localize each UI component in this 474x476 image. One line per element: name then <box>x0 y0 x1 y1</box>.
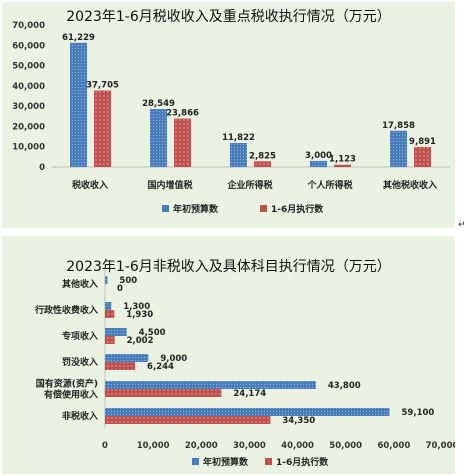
category-label: 非税收入 <box>62 410 98 422</box>
bar-budget <box>105 381 316 389</box>
nontax-revenue-chart-panel: 2023年1-6月非税收入及具体科目执行情况（万元） 500 0 其他收入 1,300… <box>2 236 455 474</box>
y-tick-label: 70,000 <box>12 21 45 31</box>
bar-budget <box>105 408 390 416</box>
data-label: 2,825 <box>249 151 276 161</box>
legend-swatch-budget <box>192 458 199 465</box>
legend-label-actual: 1-6月执行数 <box>276 456 329 468</box>
bar-actual <box>105 362 136 370</box>
bar-actual <box>105 336 115 344</box>
tax-revenue-chart-title: 2023年1-6月税收收入及重点税收执行情况（万元） <box>66 9 391 25</box>
bar-budget <box>105 276 108 284</box>
x-tick-label: 30,000 <box>233 441 266 451</box>
data-label: 6,244 <box>147 362 174 372</box>
bar-actual <box>105 389 222 397</box>
bar-actual <box>334 164 351 167</box>
data-label: 28,549 <box>142 99 175 109</box>
data-label: 4,500 <box>139 328 166 338</box>
data-label: 23,866 <box>166 109 199 119</box>
tax-revenue-bar-chart: 0 10,000 20,000 30,000 40,000 50,000 60,000 70,… <box>12 21 450 215</box>
x-tick-label: 50,000 <box>329 441 362 451</box>
legend-label-budget: 年初预算数 <box>173 203 219 215</box>
data-label: 61,229 <box>62 33 95 43</box>
legend-swatch-actual <box>260 205 267 212</box>
bar-actual <box>254 161 271 167</box>
category-label: 其他税收收入 <box>383 179 437 191</box>
bar-budget <box>105 354 149 362</box>
bar-actual <box>94 90 111 167</box>
tax-revenue-chart-panel: 2023年1-6月税收收入及重点税收执行情况（万元） 0 10,000 20,000… <box>2 2 455 228</box>
data-label: 9,891 <box>409 137 436 147</box>
category-label: 罚没收入 <box>62 356 98 368</box>
category-label: 国内增值税 <box>147 179 192 191</box>
x-tick-label: 60,000 <box>377 441 410 451</box>
category-label: 企业所得税 <box>226 179 272 191</box>
bar-budget <box>105 328 127 336</box>
category-label: 国有资源(资产) <box>36 378 98 390</box>
legend-label-actual: 1-6月执行数 <box>271 203 324 215</box>
data-label: 1,930 <box>126 310 153 320</box>
data-label: 2,002 <box>127 336 154 346</box>
category-label: 个人所得税 <box>306 179 352 191</box>
data-label: 17,858 <box>382 121 415 131</box>
y-tick-label: 0 <box>39 163 45 173</box>
y-tick-label: 60,000 <box>12 41 45 51</box>
bar-actual <box>414 146 431 167</box>
category-label: 税收收入 <box>72 179 108 191</box>
x-tick-label: 20,000 <box>185 441 218 451</box>
y-tick-label: 30,000 <box>12 102 45 112</box>
legend-swatch-actual <box>265 458 272 465</box>
legend-swatch-budget <box>162 205 169 212</box>
bar-budget <box>150 109 167 167</box>
category-label: 专项收入 <box>62 330 98 342</box>
y-tick-label: 10,000 <box>12 143 45 153</box>
y-tick-label: 20,000 <box>12 122 45 132</box>
data-label: 43,800 <box>328 381 361 391</box>
category-label: 有偿使用收入 <box>44 389 98 401</box>
x-tick-label: 10,000 <box>137 441 170 451</box>
paragraph-mark-icon: ↵ <box>458 220 466 230</box>
data-label: 24,174 <box>233 389 266 399</box>
data-label: 3,000 <box>305 151 332 161</box>
data-label: 1,123 <box>329 155 356 165</box>
data-label: 9,000 <box>160 354 187 364</box>
bar-budget <box>390 130 407 167</box>
y-tick-label: 40,000 <box>12 82 45 92</box>
data-label: 11,822 <box>222 133 255 143</box>
legend-label-budget: 年初预算数 <box>203 456 249 468</box>
data-label: 59,100 <box>402 408 435 418</box>
data-label: 37,705 <box>86 81 119 91</box>
data-label: 0 <box>117 284 123 294</box>
bar-actual <box>174 118 191 167</box>
nontax-revenue-bar-chart: 5000其他收入1,3001,930行政性收费收入4,5002,002专项收入9… <box>34 270 455 468</box>
category-label: 其他收入 <box>62 278 98 290</box>
x-tick-label: 0 <box>102 441 108 451</box>
bar-budget <box>310 160 327 167</box>
bar-budget <box>70 42 87 167</box>
y-tick-label: 50,000 <box>12 62 45 72</box>
x-tick-label: 70,000 <box>426 441 455 451</box>
data-label: 1,300 <box>123 302 150 312</box>
x-tick-label: 40,000 <box>281 441 314 451</box>
bar-actual <box>105 310 115 318</box>
bar-budget <box>105 302 112 310</box>
nontax-revenue-chart-title: 2023年1-6月非税收入及具体科目执行情况（万元） <box>66 259 391 275</box>
category-label: 行政性收费收入 <box>34 304 98 316</box>
data-label: 34,350 <box>282 416 315 426</box>
bar-actual <box>105 416 271 424</box>
bar-budget <box>230 143 247 167</box>
data-label: 500 <box>119 276 137 286</box>
